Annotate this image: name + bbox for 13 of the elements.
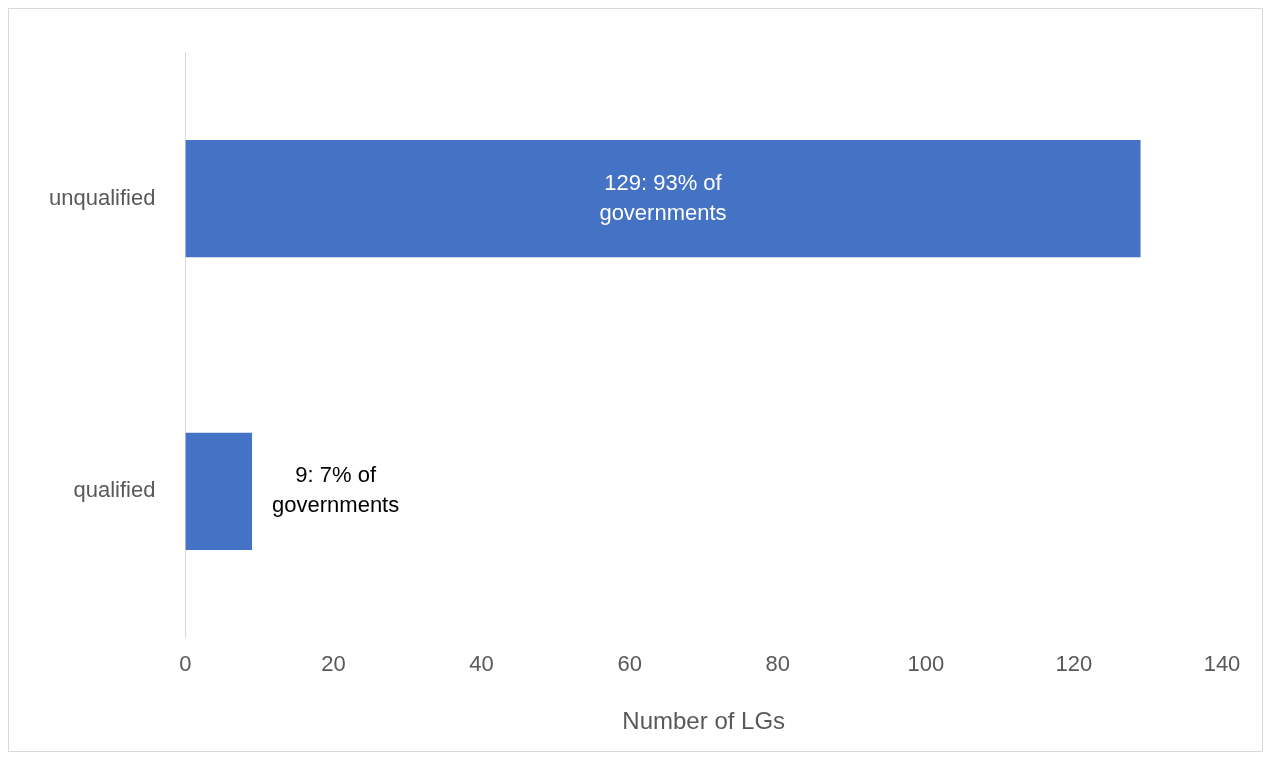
x-axis-title: Number of LGs [622,707,786,735]
x-tick-label: 0 [179,651,192,677]
x-tick-label: 120 [1055,651,1093,677]
x-tick-label: 40 [469,651,494,677]
y-tick-label: unqualified [48,184,156,210]
data-label: 129: 93% of governments [599,169,727,225]
x-tick-label: 140 [1203,651,1241,677]
x-tick-label: 100 [907,651,945,677]
y-tick-label: qualified [73,477,156,503]
data-label: 9: 7% of governments [272,462,400,518]
x-tick-label: 80 [765,651,790,677]
x-tick-label: 60 [617,651,642,677]
x-tick-label: 20 [321,651,346,677]
